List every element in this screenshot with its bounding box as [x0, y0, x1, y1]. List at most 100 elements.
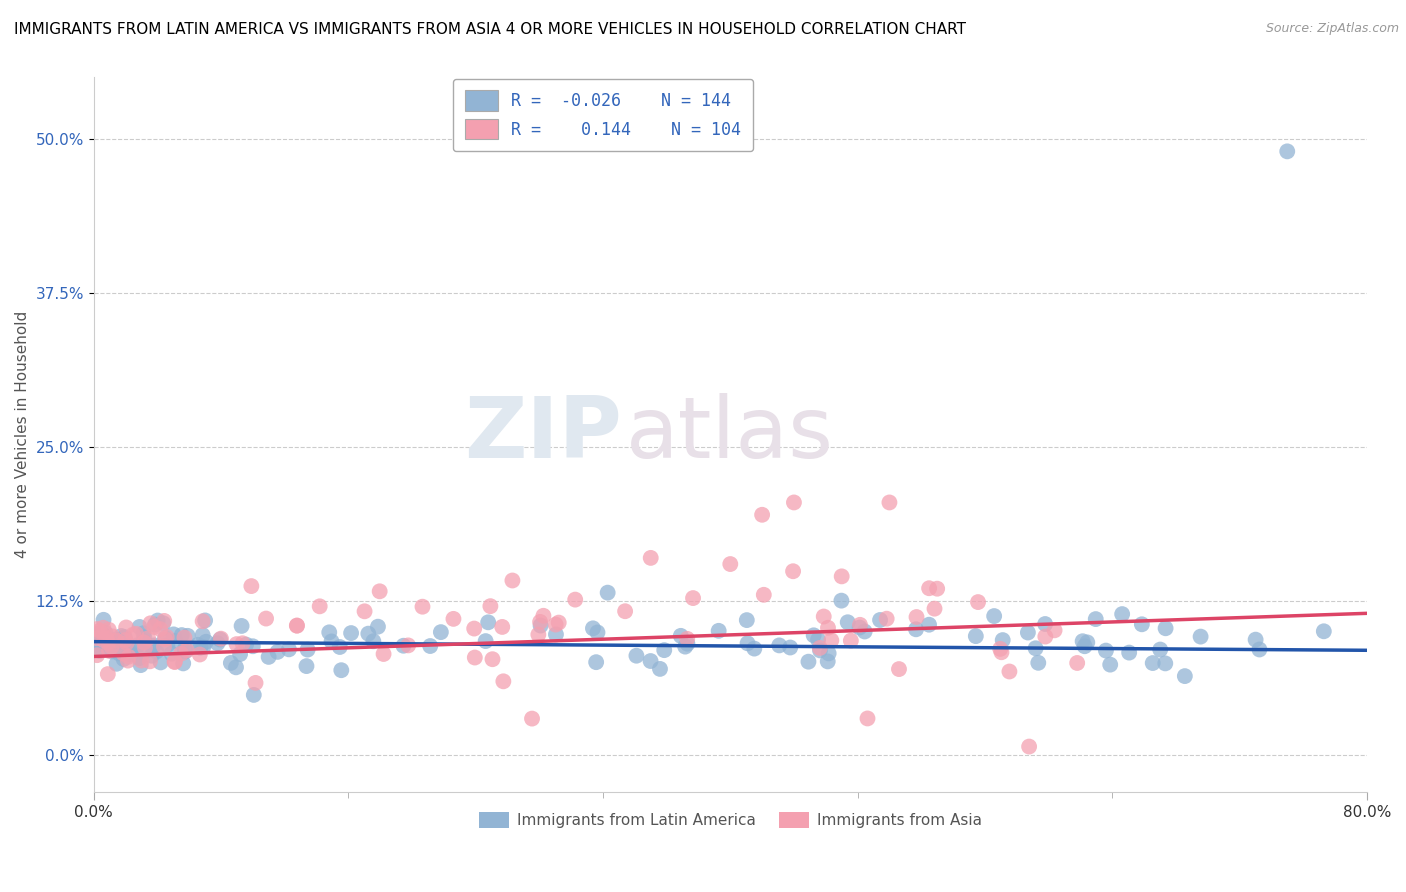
Point [367, 620, 389, 634]
Point [848, 621, 870, 635]
Point [243, 688, 266, 702]
Point [544, 617, 567, 632]
Point [235, 638, 257, 652]
Point [240, 579, 263, 593]
Point [1249, 642, 1271, 657]
Point [225, 660, 247, 674]
Text: IMMIGRANTS FROM LATIN AMERICA VS IMMIGRANTS FROM ASIA 4 OR MORE VEHICLES IN HOUS: IMMIGRANTS FROM LATIN AMERICA VS IMMIGRA… [14, 22, 966, 37]
Point [808, 643, 831, 657]
Point [254, 611, 277, 625]
Point [991, 633, 1014, 648]
Point [817, 646, 839, 660]
Point [101, 644, 124, 658]
Point [149, 656, 172, 670]
Point [813, 609, 835, 624]
Point [443, 612, 465, 626]
Point [225, 637, 247, 651]
Point [120, 648, 142, 662]
Point [1084, 612, 1107, 626]
Point [918, 581, 941, 595]
Point [89, 624, 111, 638]
Point [330, 663, 353, 677]
Legend: Immigrants from Latin America, Immigrants from Asia: Immigrants from Latin America, Immigrant… [472, 806, 988, 834]
Point [481, 652, 503, 666]
Point [93, 633, 115, 648]
Point [127, 638, 149, 652]
Point [820, 633, 842, 648]
Point [176, 643, 198, 657]
Point [477, 615, 499, 630]
Point [652, 643, 675, 657]
Point [165, 634, 187, 648]
Point [187, 638, 209, 652]
Point [110, 629, 132, 643]
Point [807, 632, 830, 647]
Point [479, 599, 502, 614]
Point [905, 610, 928, 624]
Point [373, 647, 395, 661]
Point [139, 616, 162, 631]
Point [132, 634, 155, 648]
Point [363, 634, 385, 648]
Point [86, 635, 108, 649]
Point [492, 674, 515, 689]
Point [924, 601, 946, 615]
Point [295, 659, 318, 673]
Point [585, 655, 607, 669]
Point [849, 617, 872, 632]
Point [1118, 646, 1140, 660]
Point [89, 641, 111, 656]
Point [108, 646, 131, 660]
Point [837, 615, 859, 630]
Point [128, 651, 150, 665]
Point [856, 711, 879, 725]
Point [97, 623, 120, 637]
Point [1130, 617, 1153, 632]
Point [419, 639, 441, 653]
Point [152, 616, 174, 631]
Point [128, 620, 150, 634]
Point [673, 640, 696, 654]
Point [918, 617, 941, 632]
Point [89, 635, 111, 649]
Point [163, 655, 186, 669]
Point [329, 640, 352, 654]
Point [1099, 657, 1122, 672]
Point [463, 622, 485, 636]
Point [229, 647, 252, 661]
Point [176, 629, 198, 643]
Point [132, 626, 155, 640]
Point [172, 657, 194, 671]
Point [121, 641, 143, 656]
Text: ZIP: ZIP [464, 393, 621, 476]
Point [173, 642, 195, 657]
Point [170, 628, 193, 642]
Point [1025, 641, 1047, 656]
Point [219, 656, 242, 670]
Point [97, 667, 120, 681]
Point [544, 627, 567, 641]
Point [266, 645, 288, 659]
Point [803, 628, 825, 642]
Point [170, 647, 193, 661]
Point [1071, 634, 1094, 648]
Point [321, 634, 343, 648]
Point [547, 615, 569, 630]
Point [94, 626, 117, 640]
Point [101, 630, 124, 644]
Point [1154, 657, 1177, 671]
Point [1154, 621, 1177, 635]
Point [783, 495, 806, 509]
Point [1244, 632, 1267, 647]
Point [640, 550, 662, 565]
Point [190, 640, 212, 655]
Point [1313, 624, 1336, 639]
Point [245, 676, 267, 690]
Point [94, 632, 117, 647]
Point [1026, 656, 1049, 670]
Point [114, 639, 136, 653]
Point [107, 633, 129, 648]
Point [744, 641, 766, 656]
Point [139, 654, 162, 668]
Point [242, 640, 264, 654]
